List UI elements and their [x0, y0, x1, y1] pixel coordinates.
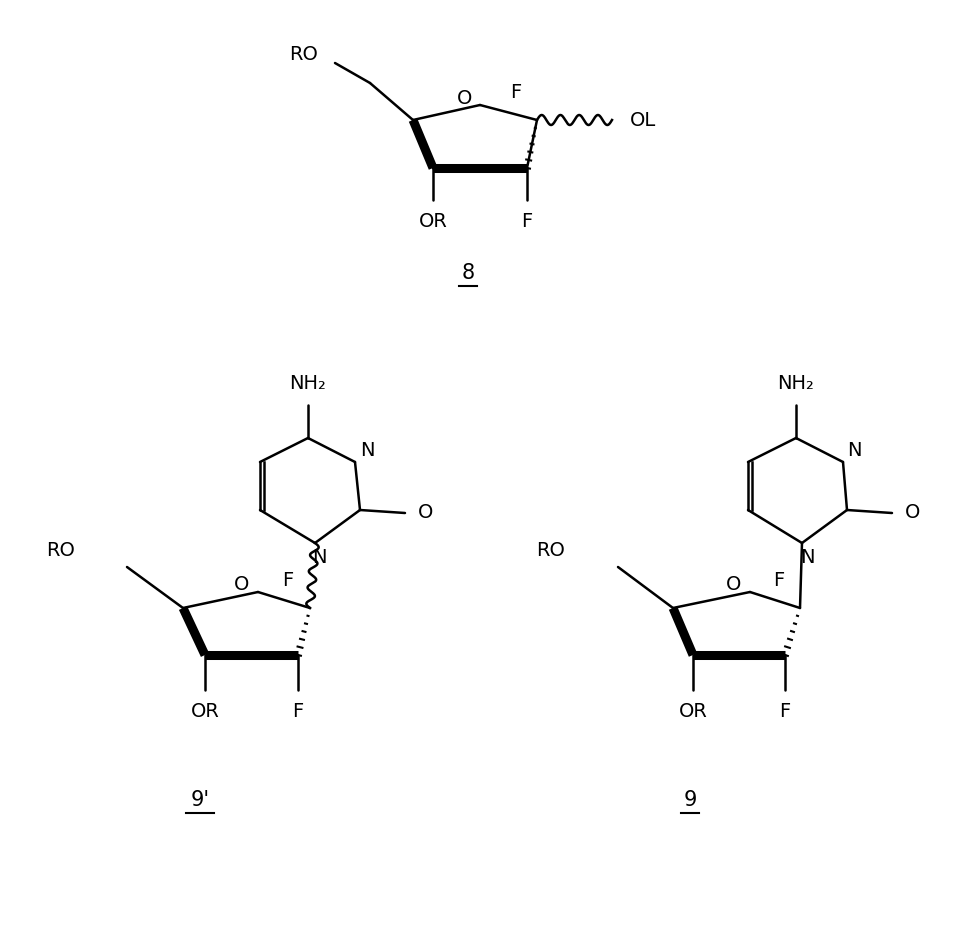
Text: F: F	[510, 83, 521, 103]
Text: O: O	[418, 503, 433, 522]
Text: 9': 9'	[190, 790, 210, 810]
Text: 8: 8	[462, 263, 474, 283]
Text: N: N	[800, 548, 814, 567]
Text: NH₂: NH₂	[289, 374, 326, 393]
Text: 9: 9	[683, 790, 697, 810]
Text: O: O	[457, 89, 472, 108]
Text: RO: RO	[46, 541, 75, 560]
Text: N: N	[360, 441, 374, 460]
Text: O: O	[725, 576, 741, 595]
Text: N: N	[312, 548, 326, 567]
Text: F: F	[521, 212, 532, 231]
Text: F: F	[773, 570, 784, 589]
Text: O: O	[233, 576, 249, 595]
Text: OR: OR	[190, 702, 220, 721]
Text: F: F	[779, 702, 791, 721]
Text: NH₂: NH₂	[777, 374, 814, 393]
Text: F: F	[282, 570, 293, 589]
Text: OR: OR	[418, 212, 448, 231]
Text: O: O	[905, 503, 920, 522]
Text: F: F	[292, 702, 304, 721]
Text: N: N	[847, 441, 861, 460]
Text: RO: RO	[289, 45, 318, 64]
Text: OR: OR	[678, 702, 708, 721]
Text: RO: RO	[536, 541, 565, 560]
Text: OL: OL	[630, 110, 657, 129]
